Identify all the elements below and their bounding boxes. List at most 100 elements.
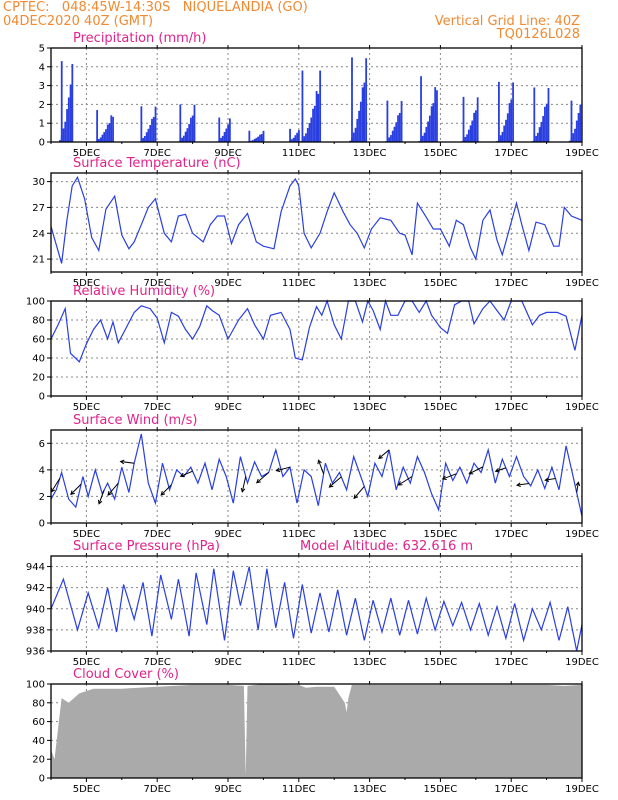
wind-arrow-head <box>515 482 521 488</box>
wind-arrow-head <box>494 467 500 473</box>
x-tick-label: 13DEC <box>353 278 387 289</box>
y-tick-label: 944 <box>26 562 45 573</box>
wind-arrow <box>98 490 105 505</box>
x-tick-label: 13DEC <box>353 148 387 159</box>
wind-arrow <box>516 482 529 486</box>
chart-header: CPTEC: 048:45W-14:30S NIQUELANDIA (GO) 0… <box>0 0 618 42</box>
x-tick-label: 11DEC <box>282 784 316 795</box>
y-tick-label: 940 <box>26 604 45 615</box>
precip-bar <box>298 130 300 142</box>
x-tick-label: 17DEC <box>494 529 528 540</box>
precip-bar <box>310 117 313 142</box>
panel-1: 0 1 2 3 4 5 5DEC 7DEC 9DEC 11DEC 13DEC 15DEC 17DEC 19… <box>39 31 599 159</box>
precip-bar <box>294 135 297 142</box>
y-tick-label: 0 <box>39 774 45 785</box>
wind-arrow <box>545 477 556 481</box>
series-line <box>50 298 583 363</box>
wind-arrow-head <box>317 459 322 465</box>
precip-bar <box>508 103 511 142</box>
precip-bar <box>540 121 543 142</box>
precip-bar <box>352 132 355 142</box>
x-tick-label: 11DEC <box>282 278 316 289</box>
x-tick-label: 13DEC <box>353 529 387 540</box>
x-tick-label: 9DEC <box>214 529 241 540</box>
precip-bar <box>106 124 109 142</box>
precip-bar <box>303 136 306 142</box>
wind-arrow <box>160 484 172 496</box>
precip-bar <box>386 100 389 142</box>
precip-bar <box>545 103 548 142</box>
wind-arrow <box>276 466 291 472</box>
precip-bar <box>60 61 63 142</box>
wind-arrow-head <box>256 478 261 484</box>
precip-bar <box>356 118 359 142</box>
precip-bar <box>538 127 541 142</box>
precip-bar <box>260 134 263 142</box>
x-tick-label: 19DEC <box>565 529 599 540</box>
panel-title: Cloud Cover (%) <box>73 667 179 682</box>
precip-bar <box>305 133 307 142</box>
wind-arrow <box>120 461 135 464</box>
precip-bar <box>471 120 474 142</box>
precip-bar <box>467 129 470 142</box>
precip-bar <box>312 108 314 142</box>
precip-bar <box>434 87 437 142</box>
precip-bar <box>358 110 360 142</box>
y-tick-label: 100 <box>26 680 45 691</box>
panel-2: 21 24 27 30 5DEC 7DEC 9DEC 11DEC 13DEC 15DEC 17DEC… <box>32 156 599 289</box>
y-tick-label: 3 <box>39 81 45 92</box>
x-tick-label: 9DEC <box>214 278 241 289</box>
precip-bar <box>423 132 426 142</box>
precip-bar <box>351 57 353 142</box>
precip-bar <box>349 140 352 142</box>
wind-arrow-head <box>70 490 75 496</box>
precip-bar <box>579 104 582 142</box>
precip-bar <box>218 117 221 142</box>
panel-frame <box>50 429 583 524</box>
precip-bar <box>221 135 224 142</box>
precip-bar <box>427 121 430 142</box>
precip-bar <box>503 125 506 142</box>
precip-bar <box>476 97 479 142</box>
precip-bar <box>499 135 502 142</box>
x-tick-label: 19DEC <box>565 148 599 159</box>
x-tick-label: 11DEC <box>282 529 316 540</box>
precip-bar <box>147 128 150 142</box>
x-tick-label: 13DEC <box>353 402 387 413</box>
precip-bar <box>152 116 155 142</box>
x-tick-label: 13DEC <box>353 657 387 668</box>
y-tick-label: 30 <box>32 177 45 188</box>
x-tick-label: 7DEC <box>144 657 171 668</box>
x-tick-label: 17DEC <box>494 784 528 795</box>
precip-bar <box>572 133 575 142</box>
precip-bar <box>535 135 537 142</box>
precip-bar <box>393 126 396 142</box>
y-tick-label: 6 <box>39 439 45 450</box>
precip-bar <box>248 130 251 142</box>
precip-bar <box>501 131 504 142</box>
precip-bar <box>186 128 189 142</box>
precip-bar <box>574 128 576 142</box>
precip-bar <box>59 140 61 142</box>
precip-bar <box>313 105 316 142</box>
x-tick-label: 11DEC <box>282 402 316 413</box>
precip-bar <box>475 110 477 142</box>
precip-bar <box>289 128 291 142</box>
precip-bar <box>542 116 545 142</box>
precip-bar <box>184 131 187 142</box>
precip-bar <box>253 138 256 142</box>
x-tick-label: 15DEC <box>424 148 458 159</box>
y-tick-label: 4 <box>39 62 45 73</box>
series-line <box>50 433 583 517</box>
y-tick-label: 20 <box>32 373 45 384</box>
x-tick-label: 5DEC <box>73 784 100 795</box>
precip-bar <box>101 134 104 142</box>
precip-bar <box>533 87 536 142</box>
panel-4: 0 2 4 6 5DEC 7DEC 9DEC 11DEC 13DEC 15DEC 17DEC 19DE… <box>39 413 599 540</box>
x-tick-label: 19DEC <box>565 784 599 795</box>
panel-frame <box>50 683 583 779</box>
y-tick-label: 942 <box>26 583 45 594</box>
x-tick-label: 17DEC <box>494 402 528 413</box>
x-tick-label: 15DEC <box>424 402 458 413</box>
